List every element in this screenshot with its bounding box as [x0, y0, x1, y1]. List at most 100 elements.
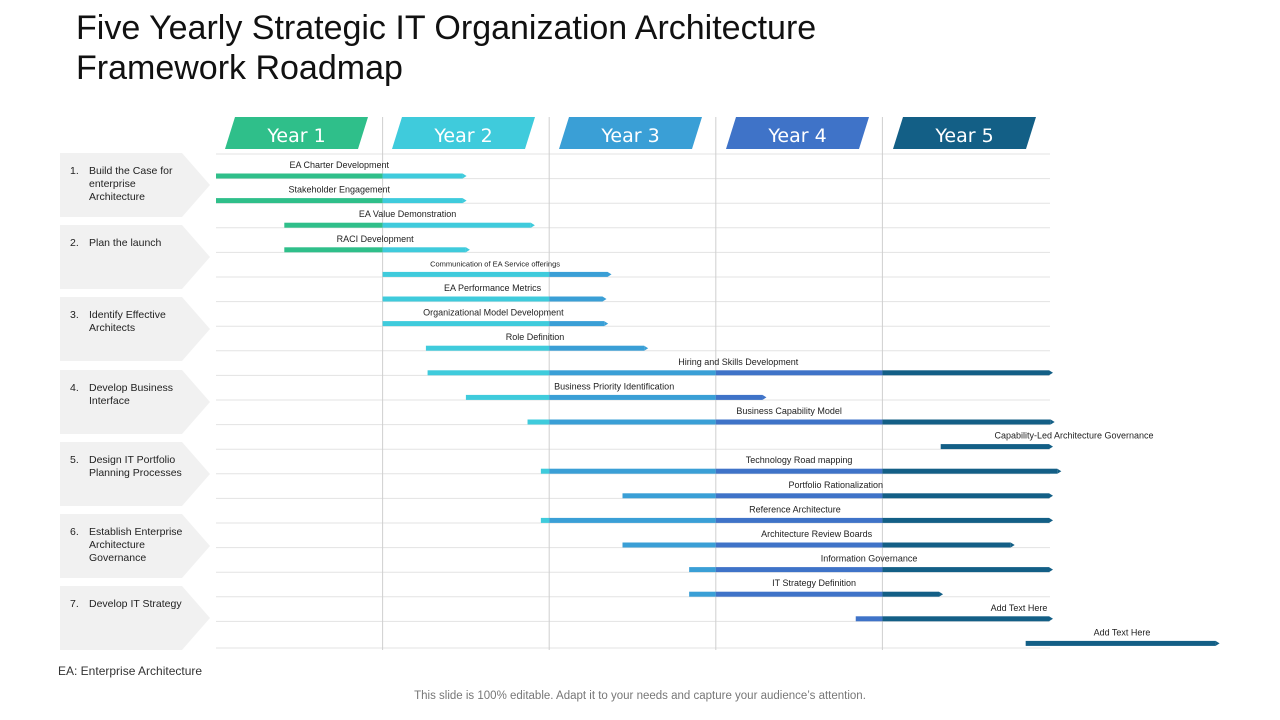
stage-number: 7. — [70, 598, 79, 611]
stage-label: Identify Effective Architects — [89, 309, 166, 335]
stage-chevron — [60, 441, 210, 506]
task-bar-segment — [549, 394, 716, 400]
stage-label: Plan the launch — [89, 237, 162, 250]
task-label: EA Value Demonstration — [359, 209, 456, 219]
year-header-3 — [559, 117, 702, 149]
task-bar-segment — [689, 567, 716, 573]
task-bar-segment — [540, 468, 550, 474]
task-bar-segment — [382, 321, 550, 327]
task-bar-segment — [882, 468, 1049, 474]
task-bar-end — [1010, 542, 1015, 548]
task-label: Hiring and Skills Development — [678, 357, 799, 367]
task-bar-end — [604, 321, 609, 327]
footnote: EA: Enterprise Architecture — [58, 664, 203, 678]
stage-5: 5. Design IT Portfolio Planning Processes — [60, 441, 210, 506]
stage-7: 7. Develop IT Strategy — [60, 586, 210, 651]
stage-3: 3. Identify Effective Architects — [60, 297, 210, 362]
task-bar-end — [1049, 370, 1053, 376]
task-bar-segment — [549, 321, 605, 327]
task-bar-segment — [882, 517, 1049, 523]
task-label: Add Text Here — [991, 603, 1048, 613]
stage-chevron — [60, 514, 210, 578]
year-header-label: Year 3 — [600, 125, 659, 147]
task-bar-end — [607, 271, 612, 277]
task-label: Architecture Review Boards — [761, 529, 873, 539]
year-header-label: Year 2 — [433, 125, 492, 147]
year-header-4 — [726, 117, 869, 149]
task-bar-segment — [540, 517, 550, 523]
task-bar-end — [462, 173, 467, 179]
task-bar-segment — [715, 419, 883, 425]
task-bar-end — [1049, 493, 1053, 499]
year-header-label: Year 4 — [767, 125, 826, 147]
task-bar-end — [1215, 640, 1220, 646]
task-label: RACI Development — [337, 234, 415, 244]
stage-2: 2. Plan the launch — [60, 225, 210, 290]
task-bar-segment — [549, 517, 716, 523]
task-bar-segment — [622, 542, 716, 548]
task-bar-segment — [382, 271, 550, 277]
stage-4: 4. Develop Business Interface — [60, 369, 210, 434]
task-bar-segment — [715, 517, 883, 523]
task-label: Stakeholder Engagement — [288, 185, 390, 195]
task-label: EA Charter Development — [290, 160, 390, 170]
stage-chevron — [60, 153, 210, 217]
task-bar-segment — [715, 542, 883, 548]
task-bar-segment — [216, 173, 383, 179]
task-label: Add Text Here — [1094, 627, 1151, 637]
stage-6: 6. Establish Enterprise Architecture Gove… — [60, 514, 210, 578]
year-header-label: Year 5 — [934, 125, 993, 147]
stage-number: 3. — [70, 309, 79, 322]
task-label: Reference Architecture — [749, 504, 841, 514]
task-bar-segment — [1049, 468, 1058, 474]
year-header-2 — [392, 117, 535, 149]
task-bar-segment — [284, 222, 383, 228]
task-bar-segment — [882, 493, 1049, 499]
task-bar-segment — [882, 567, 1049, 573]
task-bar-segment — [882, 370, 1049, 376]
task-bar-segment — [216, 198, 383, 204]
task-bar-segment — [689, 591, 716, 597]
task-bar-segment — [882, 542, 1011, 548]
stage-label: Develop Business Interface — [89, 381, 174, 407]
task-bar-segment — [527, 419, 550, 425]
stage-number: 5. — [70, 453, 79, 466]
year-header-label: Year 1 — [266, 125, 325, 147]
task-bar-segment — [549, 370, 716, 376]
task-bar-segment — [715, 591, 883, 597]
stage-label: Design IT Portfolio Planning Processes — [89, 453, 182, 479]
task-bar-segment — [425, 345, 550, 351]
stage-number: 4. — [70, 381, 79, 394]
task-bar-end — [462, 198, 467, 204]
year-header-5 — [893, 117, 1036, 149]
task-bar-segment — [549, 468, 716, 474]
task-bar-segment — [715, 370, 883, 376]
stage-label: Establish Enterprise Architecture Govern… — [89, 526, 183, 564]
stage-chevron — [60, 225, 210, 290]
task-label: Portfolio Rationalization — [788, 480, 883, 490]
task-bar-segment — [715, 394, 763, 400]
task-bar-segment — [622, 493, 716, 499]
stage-number: 2. — [70, 237, 79, 250]
task-bar-end — [1049, 444, 1053, 450]
task-bar-segment — [549, 271, 608, 277]
year-header-1 — [225, 117, 368, 149]
task-bar-segment — [549, 296, 603, 302]
task-label: Communication of EA Service offerings — [430, 259, 560, 268]
task-label: IT Strategy Definition — [772, 578, 856, 588]
task-bar-segment — [549, 419, 716, 425]
task-bar-end — [530, 222, 535, 228]
task-bar-end — [1049, 567, 1053, 573]
stage-chevron — [60, 297, 210, 362]
task-bar-segment — [382, 296, 550, 302]
task-bar-segment — [1049, 419, 1051, 425]
task-bar-segment — [549, 345, 645, 351]
task-bar-segment — [1049, 640, 1216, 646]
task-bar-segment — [855, 616, 883, 622]
task-bar-end — [939, 591, 944, 597]
title-line-2: Framework Roadmap — [76, 49, 403, 87]
task-bar-segment — [1025, 640, 1049, 646]
task-bar-end — [1050, 419, 1055, 425]
task-bar-segment — [715, 567, 883, 573]
